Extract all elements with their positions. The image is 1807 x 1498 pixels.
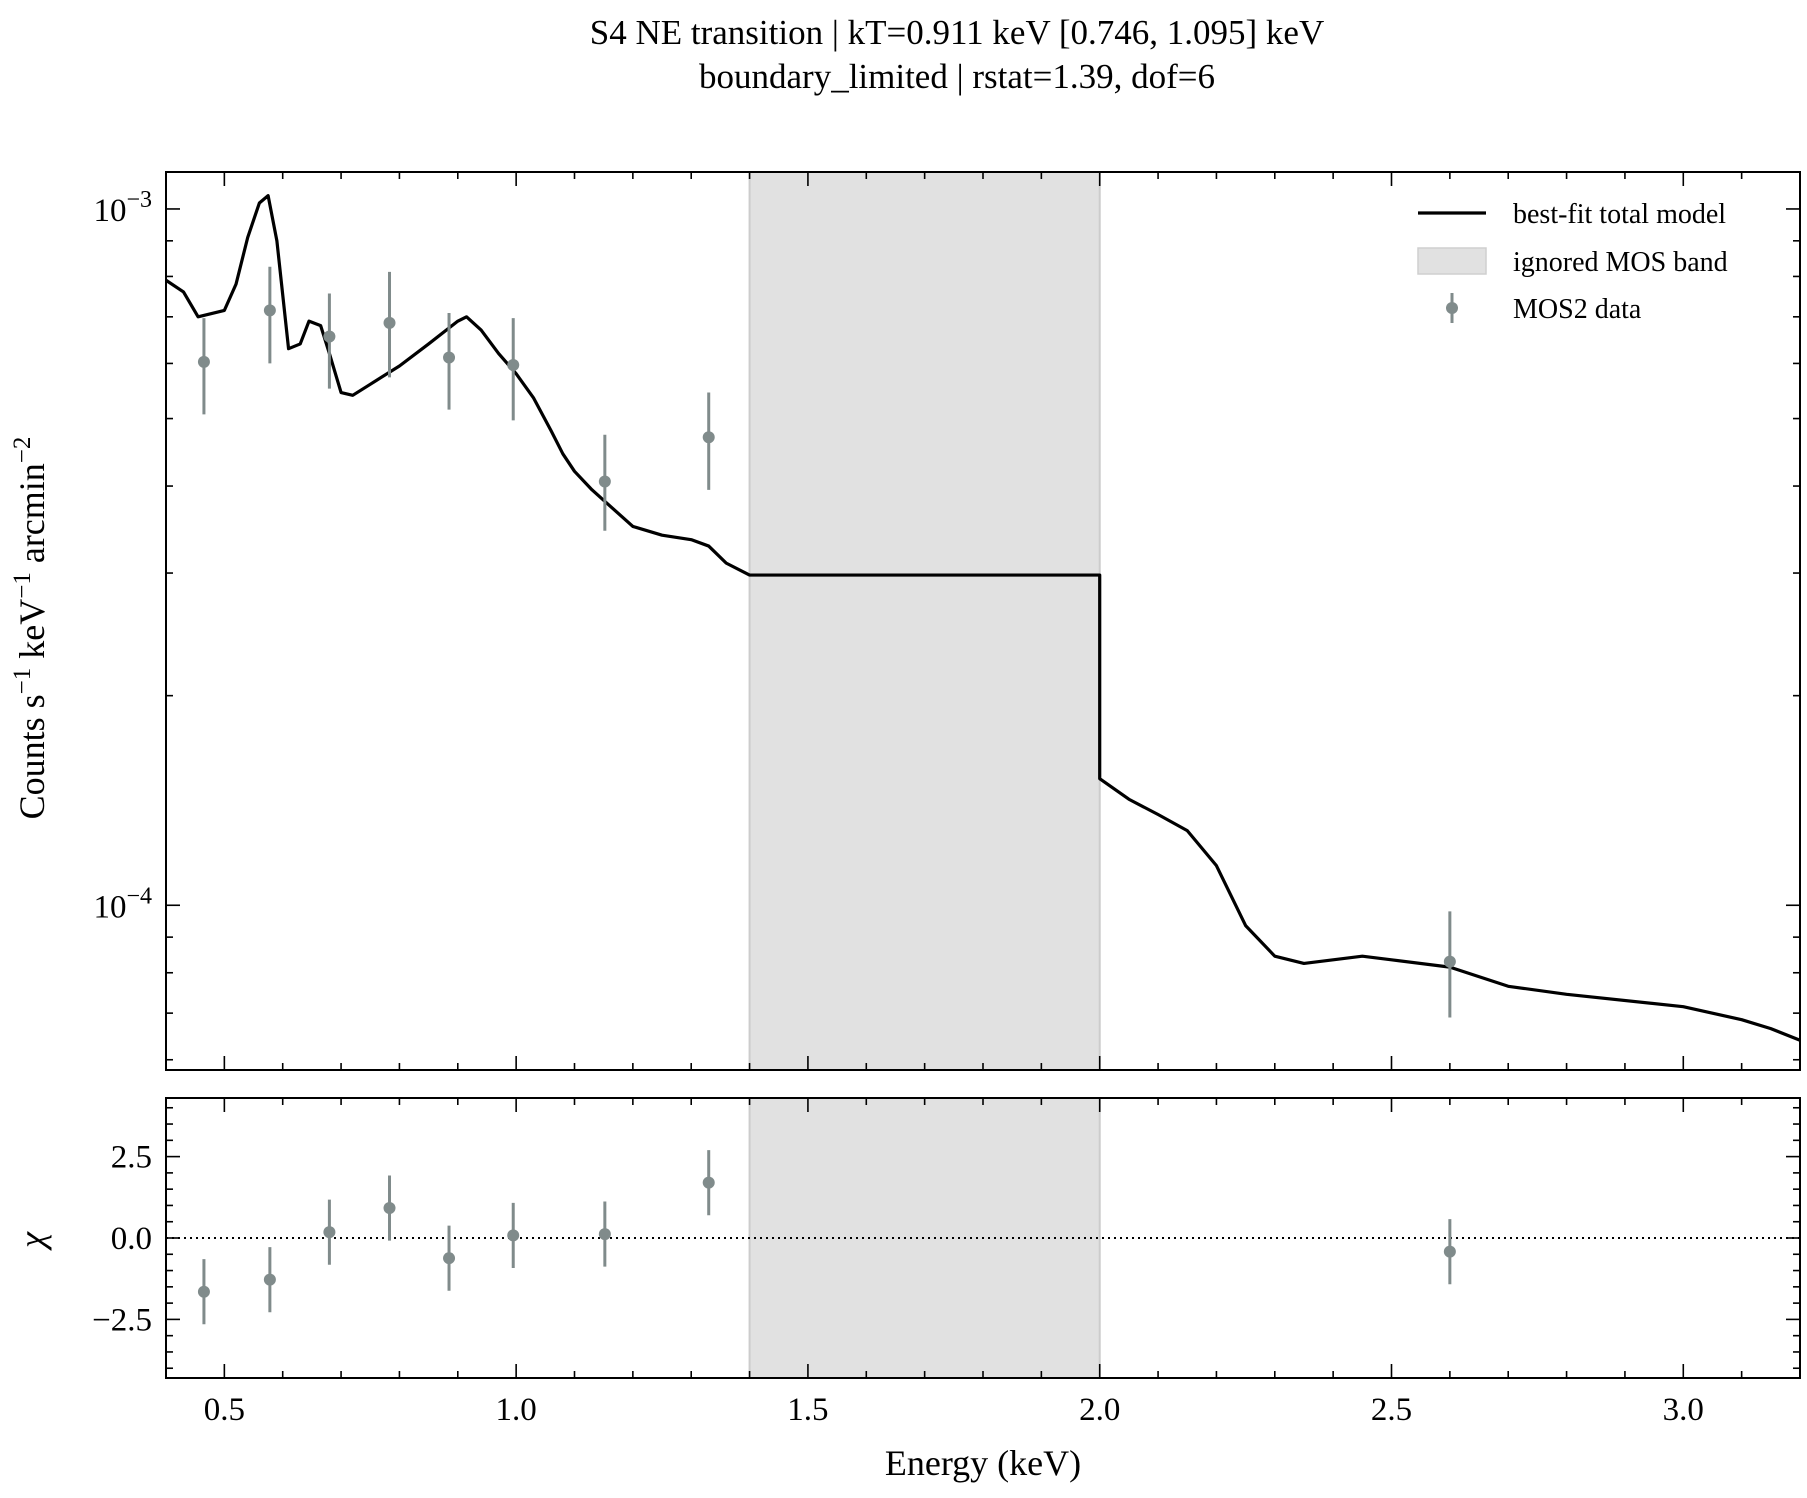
y-axis-label-spectrum: Counts s−1 keV−1 arcmin−2: [9, 437, 52, 820]
data-point-2: [323, 330, 336, 343]
model-line: [165, 194, 1801, 1042]
legend-data-marker: [1446, 302, 1458, 314]
data-point-5: [507, 358, 520, 371]
ylabel-part-kev: keV: [12, 599, 52, 668]
chart-subtitle: boundary_limited | rstat=1.39, dof=6: [699, 57, 1215, 96]
ylabel-part-counts: Counts s: [12, 694, 52, 819]
x-tick-label-5: 3.0: [1663, 1392, 1704, 1428]
spectrum-frame: [165, 171, 1801, 1071]
y-axis-label-residual: χ: [12, 1231, 52, 1251]
ylabel-exp-2: −1: [9, 572, 36, 599]
residual-point-2: [323, 1226, 336, 1239]
resid-y-tick-label-0: 2.5: [111, 1140, 152, 1176]
residual-panel: 0.5 1.0 1.5 2.0 2.5 3.0 2.5 0.0 −2.5: [92, 1097, 1801, 1428]
residual-frame: [165, 1097, 1801, 1379]
x-tick-label-3: 2.0: [1079, 1392, 1120, 1428]
x-tick-label-4: 2.5: [1371, 1392, 1412, 1428]
residual-point-8: [1443, 1245, 1456, 1258]
residual-point-5: [507, 1229, 520, 1242]
y-tick-label-1: 10−3: [93, 187, 152, 229]
x-tick-label-0: 0.5: [204, 1392, 245, 1428]
residual-point-1: [263, 1273, 276, 1286]
y-tick-label-base-1: 10: [93, 193, 126, 229]
ylabel-exp-3: −2: [9, 437, 36, 464]
ylabel-exp-1: −1: [9, 668, 36, 695]
ylabel-part-arcmin: arcmin: [12, 463, 52, 572]
legend-band-label: ignored MOS band: [1513, 247, 1728, 278]
data-point-0: [197, 355, 210, 368]
data-point-7: [702, 431, 715, 444]
legend-data-label: MOS2 data: [1513, 294, 1642, 325]
spectrum-panel: 10−410−3: [93, 171, 1801, 1071]
resid-y-tick-label-2: −2.5: [92, 1302, 152, 1338]
residual-point-7: [702, 1176, 715, 1189]
y-tick-label-exp-1: −3: [126, 187, 152, 213]
data-point-4: [443, 351, 456, 364]
y-tick-label-0: 10−4: [93, 883, 152, 925]
residual-point-6: [598, 1228, 611, 1241]
data-point-3: [383, 316, 396, 329]
y-tick-label-exp-0: −4: [126, 883, 152, 909]
y-tick-label-base-0: 10: [93, 889, 126, 925]
resid-y-tick-label-1: 0.0: [111, 1221, 152, 1257]
residual-point-4: [443, 1252, 456, 1265]
data-point-8: [1443, 955, 1456, 968]
x-axis-label: Energy (keV): [885, 1443, 1081, 1483]
legend-band-swatch: [1417, 247, 1487, 275]
legend: best-fit total model ignored MOS band MO…: [1417, 199, 1728, 325]
residual-point-0: [197, 1285, 210, 1298]
ignored-band-main: [748, 171, 1101, 1071]
residual-point-3: [383, 1202, 396, 1215]
x-tick-label-1: 1.0: [496, 1392, 537, 1428]
x-tick-label-2: 1.5: [787, 1392, 828, 1428]
chart-title: S4 NE transition | kT=0.911 keV [0.746, …: [590, 13, 1324, 52]
data-point-6: [598, 475, 611, 488]
data-point-1: [263, 304, 276, 317]
legend-model-label: best-fit total model: [1513, 199, 1726, 230]
